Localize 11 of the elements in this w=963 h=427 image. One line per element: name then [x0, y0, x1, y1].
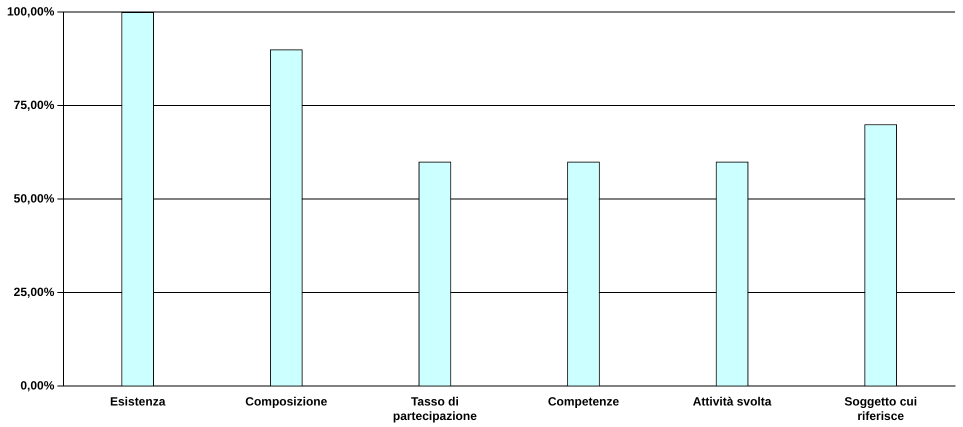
y-tick-label: 0,00%	[20, 378, 55, 393]
y-tick-label: 75,00%	[14, 98, 55, 112]
x-tick-label: Competenze	[548, 394, 620, 409]
x-tick-label: Esistenza	[110, 394, 166, 409]
x-tick-label: Composizione	[245, 394, 328, 409]
y-tick-label: 25,00%	[14, 284, 55, 299]
x-tick-label: Attività svolta	[692, 394, 772, 409]
x-tick-label: Tasso di partecipazione	[392, 394, 478, 424]
y-tick-label: 50,00%	[14, 191, 55, 206]
x-tick-label: Soggetto cui riferisce	[844, 394, 918, 424]
y-tick-label: 100,00%	[7, 4, 55, 18]
